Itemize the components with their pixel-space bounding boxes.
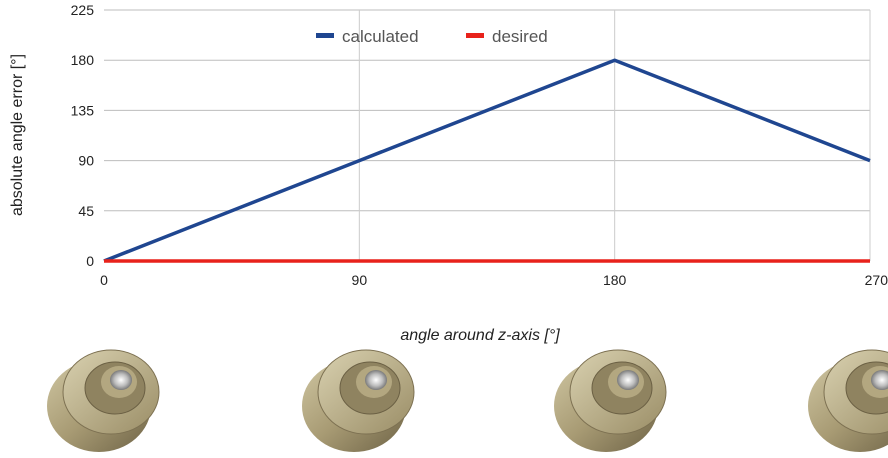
- wheel-hub-render-180: [554, 349, 667, 452]
- y-tick-label-90: 90: [78, 153, 94, 169]
- y-tick-label-180: 180: [71, 52, 95, 68]
- legend-label-calculated: calculated: [342, 27, 419, 46]
- series-line-calculated: [103, 58, 871, 263]
- legend-swatch-desired: [466, 33, 484, 38]
- hub-bore: [617, 370, 639, 390]
- wheel-hub-renders: [47, 349, 888, 452]
- x-tick-label-0: 0: [100, 272, 108, 288]
- legend-swatch-calculated: [316, 33, 334, 38]
- x-tick-label-180: 180: [603, 272, 627, 288]
- chart-axes: 0 45 90 135 180 225 0 90 180 270: [71, 2, 888, 288]
- legend-label-desired: desired: [492, 27, 548, 46]
- x-axis-title: angle around z-axis [°]: [400, 327, 560, 344]
- y-tick-label-135: 135: [71, 102, 95, 118]
- y-axis-title: absolute angle error [°]: [9, 54, 26, 216]
- y-tick-label-225: 225: [71, 2, 95, 18]
- hub-bore: [871, 370, 888, 390]
- chart-legend: calculated desired: [316, 27, 548, 46]
- x-tick-label-90: 90: [352, 272, 368, 288]
- chart-grid: [104, 9, 871, 262]
- chart-series: [103, 58, 871, 263]
- y-tick-label-0: 0: [86, 253, 94, 269]
- hub-bore: [110, 370, 132, 390]
- wheel-hub-render-0: [47, 349, 160, 452]
- hub-bore: [365, 370, 387, 390]
- wheel-hub-render-90: [302, 349, 415, 452]
- x-tick-label-270: 270: [865, 272, 888, 288]
- wheel-hub-render-270: [808, 349, 888, 452]
- y-tick-label-45: 45: [78, 203, 94, 219]
